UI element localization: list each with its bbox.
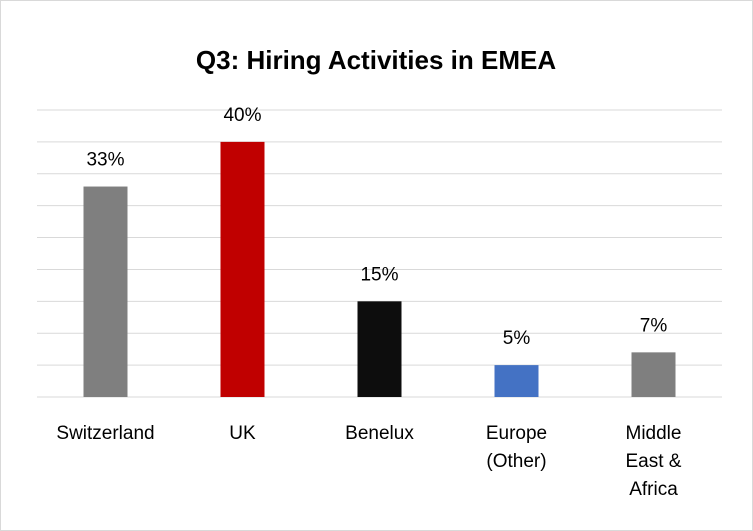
data-label: 15% (360, 264, 398, 285)
x-tick-label-box: Middle East & Africa (585, 420, 722, 504)
chart-title: Q3: Hiring Activities in EMEA (196, 45, 556, 75)
x-tick-label-box: Benelux (311, 420, 448, 448)
x-tick-label: Europe (Other) (485, 423, 548, 472)
x-tick-label: Benelux (345, 423, 414, 444)
data-label: 33% (86, 150, 124, 171)
bar (494, 365, 539, 397)
x-tick-label-box: Europe (Other) (448, 420, 585, 476)
data-label: 5% (503, 328, 531, 349)
x-tick-label: UK (229, 423, 256, 444)
bar (631, 352, 676, 397)
x-tick-label-box: Switzerland (37, 420, 174, 448)
x-tick-label: Switzerland (56, 423, 155, 444)
bar (220, 141, 265, 397)
data-label: 7% (640, 315, 668, 336)
bar (357, 301, 402, 397)
x-tick-label-box: UK (174, 420, 311, 448)
data-label: 40% (223, 105, 261, 126)
x-tick-label: Middle East & Africa (625, 423, 682, 500)
bar (83, 186, 128, 397)
